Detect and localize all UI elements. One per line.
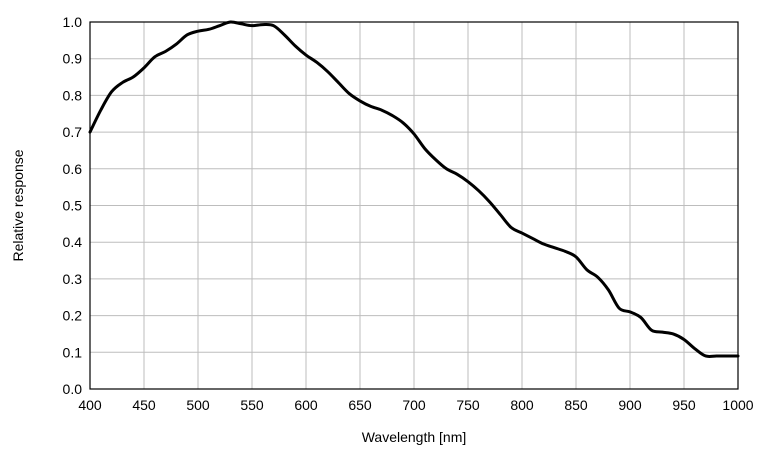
x-tick-labels: 400 450 500 550 600 650 700 750 800 850 900 950 1000	[78, 397, 753, 413]
y-tick-label: 0.0	[63, 381, 83, 397]
series-line-relative-response	[88, 20, 740, 359]
x-tick-label: 600	[294, 397, 318, 413]
x-tick-label: 400	[78, 397, 102, 413]
x-tick-label: 850	[564, 397, 588, 413]
x-tick-label: 500	[186, 397, 210, 413]
y-tick-labels: 0.0 0.1 0.2 0.3 0.4 0.5 0.6 0.7 0.8 0.9 1.0	[63, 14, 83, 397]
y-tick-label: 0.7	[63, 124, 83, 140]
y-axis-label: Relative response	[10, 149, 26, 261]
plot-frame	[89, 21, 739, 390]
x-tick-label: 950	[672, 397, 696, 413]
x-tick-label: 550	[240, 397, 264, 413]
y-tick-label: 1.0	[63, 14, 83, 30]
x-tick-label: 1000	[722, 397, 753, 413]
y-tick-label: 0.1	[63, 344, 83, 360]
x-tick-label: 700	[402, 397, 426, 413]
y-tick-label: 0.5	[63, 198, 83, 214]
y-tick-label: 0.9	[63, 51, 83, 67]
x-axis-label: Wavelength [nm]	[362, 429, 467, 445]
x-tick-label: 900	[618, 397, 642, 413]
grid	[89, 21, 739, 390]
y-tick-label: 0.2	[63, 308, 83, 324]
y-tick-label: 0.6	[63, 161, 83, 177]
y-tick-label: 0.4	[63, 234, 83, 250]
x-tick-label: 800	[510, 397, 534, 413]
x-tick-label: 650	[348, 397, 372, 413]
y-tick-label: 0.8	[63, 87, 83, 103]
x-tick-label: 750	[456, 397, 480, 413]
y-tick-label: 0.3	[63, 271, 83, 287]
x-tick-label: 450	[132, 397, 156, 413]
